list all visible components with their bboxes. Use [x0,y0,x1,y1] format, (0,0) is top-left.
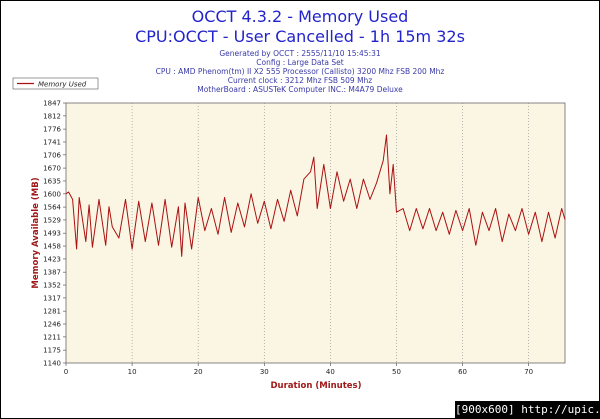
y-axis-label: Memory Available (MB) [31,177,41,288]
chart-title: OCCT 4.3.2 - Memory Used [192,7,409,26]
legend-label: Memory Used [38,81,87,89]
info-generated: Generated by OCCT : 2555/11/10 15:45:31 [219,49,381,58]
plot-area [65,102,566,364]
y-tick-label: 1812 [43,112,61,120]
y-tick-label: 1741 [43,138,61,146]
legend: Memory Used [12,77,99,90]
y-tick-label: 1529 [43,216,61,224]
x-axis-label: Duration (Minutes) [271,381,362,391]
footer-watermark: [900x600] http://upic.me/ [455,401,600,419]
y-tick-label: 1635 [43,177,61,185]
y-axis-ticks: 1140 1175 1211 1246 1281 1317 1352 1387 1423 1458… [43,100,66,368]
y-tick-label: 1211 [43,333,61,341]
y-tick-label: 1281 [43,308,61,316]
y-tick-label: 1317 [43,294,61,302]
x-tick-label: 30 [260,368,269,376]
info-cpu: CPU : AMD Phenom(tm) II X2 555 Processor… [156,67,445,76]
y-tick-label: 1175 [43,347,61,355]
x-axis-ticks: 0 10 20 30 40 50 60 70 [64,363,533,376]
y-tick-label: 1706 [43,151,61,159]
legend-box [12,77,99,90]
x-tick-label: 0 [64,368,68,376]
y-tick-label: 1564 [43,204,61,212]
series-line-memory-used [65,134,566,257]
y-tick-label: 1600 [43,190,61,198]
y-tick-label: 1423 [43,255,61,263]
y-tick-label: 1670 [43,165,61,173]
y-tick-label: 1776 [43,126,61,134]
x-tick-label: 70 [524,368,533,376]
y-tick-label: 1140 [43,360,61,368]
x-tick-label: 40 [326,368,335,376]
y-tick-label: 1352 [43,282,61,290]
chart-subtitle: CPU:OCCT - User Cancelled - 1h 15m 32s [135,27,465,46]
y-tick-label: 1458 [43,243,61,251]
info-motherboard: MotherBoard : ASUSTeK Computer INC.: M4A… [197,85,403,94]
info-config: Config : Large Data Set [256,58,344,67]
y-tick-label: 1246 [43,321,61,329]
x-tick-label: 50 [392,368,401,376]
info-clock: Current clock : 3212 Mhz FSB 509 Mhz [228,76,373,85]
x-tick-label: 60 [458,368,467,376]
x-tick-label: 20 [194,368,203,376]
x-tick-label: 10 [128,368,137,376]
y-tick-label: 1387 [43,269,61,277]
y-tick-label: 1493 [43,230,61,238]
y-tick-label: 1847 [43,100,61,108]
